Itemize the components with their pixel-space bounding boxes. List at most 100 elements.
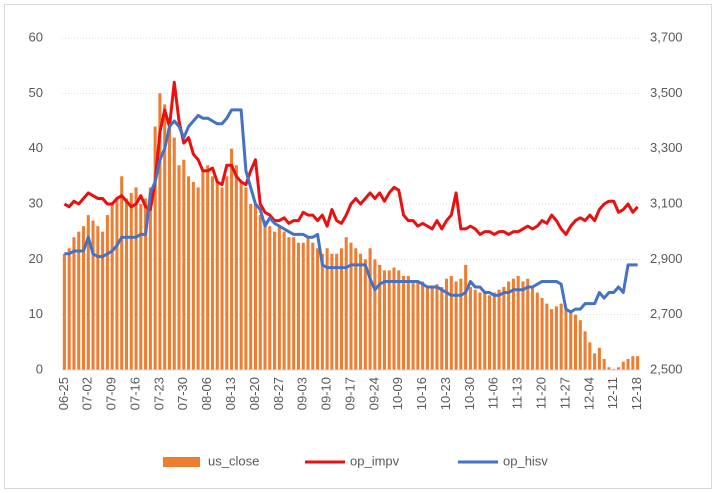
bar [573, 314, 578, 370]
x-tick-label: 07-16 [127, 377, 142, 410]
bar [588, 342, 592, 370]
y-tick-label: 40 [29, 140, 43, 155]
bar [67, 248, 71, 370]
bar [234, 165, 238, 370]
line [63, 80, 639, 236]
bar [612, 368, 616, 370]
bar [497, 289, 501, 370]
bar [392, 267, 396, 370]
legend-label: us_close [208, 453, 259, 468]
y2-tick-label: 3,300 [650, 140, 683, 155]
bar [339, 248, 343, 370]
bar [430, 287, 434, 370]
x-tick-label: 09-24 [366, 377, 381, 410]
bar [287, 237, 291, 370]
bar [148, 187, 152, 370]
y-tick-label: 50 [29, 85, 43, 100]
bar [120, 176, 124, 370]
bar [402, 275, 406, 370]
bar [139, 204, 143, 370]
bar [583, 331, 587, 370]
bar [62, 253, 66, 370]
bar [636, 356, 640, 370]
y2-tick-label: 2,700 [650, 306, 683, 321]
x-tick-label: 11-20 [534, 377, 549, 409]
bar [230, 148, 234, 370]
x-tick-label: 09-10 [319, 377, 334, 410]
bar [225, 176, 229, 370]
bar [602, 358, 606, 370]
bar [311, 242, 315, 370]
bar [320, 253, 324, 370]
bar [435, 284, 439, 370]
bar [167, 121, 172, 370]
bar [220, 187, 224, 370]
bar [249, 204, 253, 370]
bar [325, 248, 329, 370]
bar [96, 226, 100, 370]
bar [191, 181, 195, 370]
bar [330, 253, 334, 370]
bar [101, 231, 105, 370]
bar [359, 253, 363, 370]
bar [488, 295, 492, 370]
bar [258, 215, 262, 370]
bar [564, 309, 568, 370]
bar [569, 311, 573, 370]
bar [554, 306, 558, 370]
bar [344, 237, 348, 370]
y2-tick-label: 2,500 [650, 361, 683, 376]
y-tick-label: 60 [29, 29, 43, 44]
bar [440, 287, 444, 370]
bar [282, 231, 286, 370]
bar [593, 353, 597, 370]
bar [163, 104, 167, 371]
bar [511, 278, 515, 370]
bar [540, 298, 544, 370]
bar [124, 198, 129, 370]
bar [421, 281, 425, 370]
chart-border [4, 4, 712, 489]
bar [387, 270, 391, 370]
bar [277, 226, 281, 370]
bar [253, 204, 257, 370]
bar [201, 170, 205, 370]
x-tick-label: 10-09 [390, 377, 405, 410]
bar [550, 309, 554, 370]
bar [616, 367, 621, 370]
x-tick-label: 12-11 [605, 377, 620, 409]
bar [81, 226, 86, 370]
x-tick-label: 07-02 [80, 377, 95, 410]
x-tick-label: 08-27 [271, 377, 286, 410]
x-tick-label: 11-06 [486, 377, 501, 409]
bar [91, 220, 95, 370]
bar [206, 165, 210, 370]
y-tick-label: 20 [29, 251, 43, 266]
x-tick-label: 07-23 [151, 377, 166, 410]
bar [631, 356, 635, 370]
bar [182, 159, 186, 370]
bar [335, 253, 339, 370]
y-tick-label: 0 [36, 361, 43, 376]
bar [445, 278, 449, 370]
bar [177, 165, 181, 370]
bar [72, 237, 76, 370]
y-tick-label: 30 [29, 195, 43, 210]
bar [187, 176, 191, 370]
bar [473, 289, 477, 370]
bar [296, 242, 300, 370]
legend-label: op_hisv [503, 453, 548, 468]
bar [263, 220, 267, 370]
x-tick-label: 09-17 [342, 377, 357, 410]
bar [411, 281, 415, 370]
x-tick-label: 10-16 [414, 377, 429, 410]
x-tick-label: 12-04 [581, 377, 596, 410]
bar [621, 361, 625, 370]
bar [535, 292, 539, 370]
bar [115, 198, 119, 370]
bar [449, 275, 453, 370]
x-tick-label: 06-25 [56, 377, 71, 410]
bar [397, 270, 401, 370]
bar [105, 215, 109, 370]
